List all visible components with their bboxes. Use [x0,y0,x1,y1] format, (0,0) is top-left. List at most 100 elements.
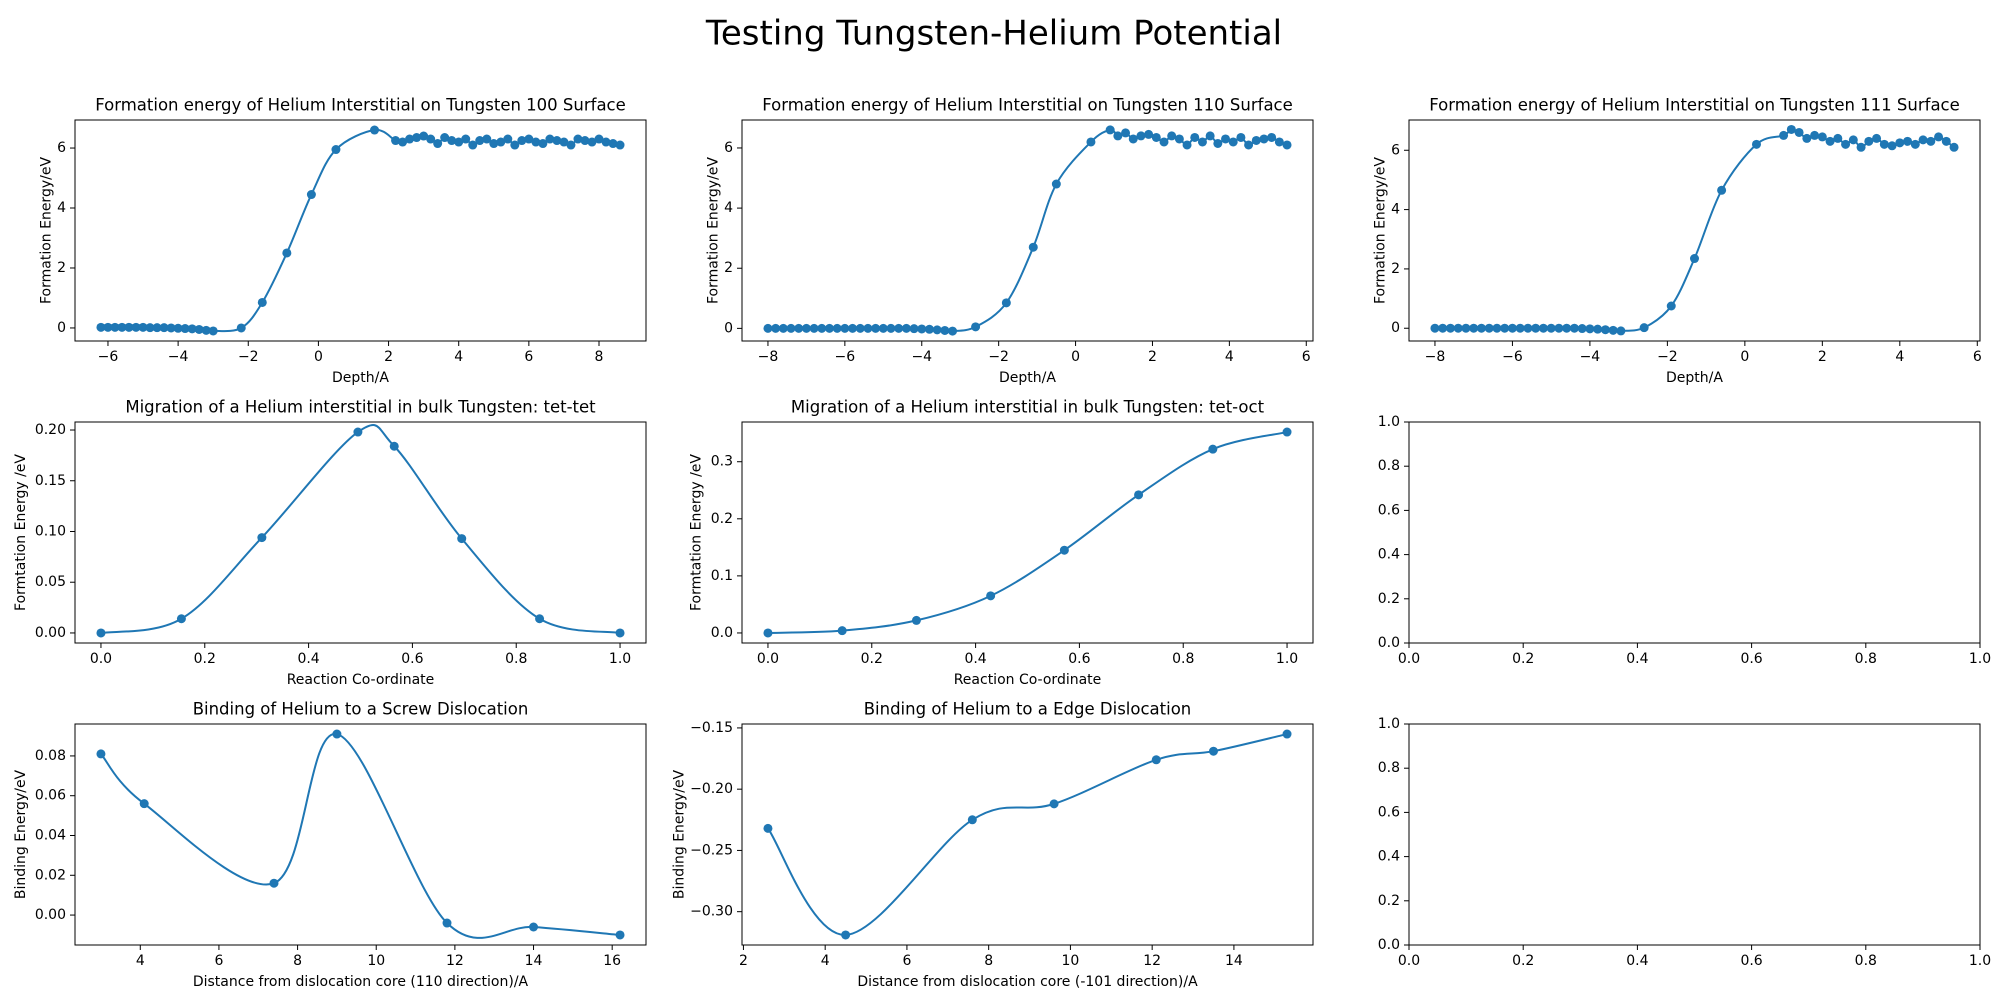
y-tick-label: 1.0 [1378,414,1400,430]
data-point [1274,137,1284,147]
data-point [475,136,485,146]
x-tick-label: 0.2 [1512,953,1534,969]
data-point [426,134,436,144]
data-point [103,322,113,332]
data-point [848,323,858,333]
data-point [531,137,541,147]
data-point [1086,137,1096,147]
data-point [405,134,415,144]
data-point [412,133,422,143]
data-point [1531,323,1541,333]
y-tick-label: 4 [1391,202,1400,218]
data-point [909,324,919,334]
data-point [1221,134,1231,144]
x-tick-label: 10 [1062,953,1080,969]
data-point [615,140,625,150]
y-axis-label: Binding Energy/eV [672,769,688,899]
data-point [1105,125,1115,135]
data-point [1569,323,1579,333]
data-point [332,729,342,739]
x-tick-label: −4 [911,349,932,365]
data-point [1151,755,1161,765]
data-point [1507,323,1517,333]
data-point [1197,137,1207,147]
axes-frame [741,723,1314,946]
x-axis-label: Reaction Co-ordinate [287,672,435,688]
data-point [1864,136,1874,146]
x-tick-label: 2 [1818,349,1827,365]
data-point [1941,136,1951,146]
data-point [489,139,499,149]
data-point [1484,323,1494,333]
x-tick-label: 0.6 [1740,953,1762,969]
data-point [1926,136,1936,146]
x-tick-label: 4 [454,349,463,365]
x-tick-label: 0.8 [505,651,527,667]
x-tick-label: 0.8 [1172,651,1194,667]
y-tick-label: 0.0 [1378,937,1400,953]
axes-title: Migration of a Helium interstitial in bu… [791,398,1265,417]
data-point [940,325,950,335]
data-point [832,323,842,333]
data-point [786,323,796,333]
data-point [1136,131,1146,141]
data-point [1690,254,1699,264]
data-point [419,131,429,141]
data-point [1282,140,1292,150]
axes-frame [1408,421,1981,644]
data-point [1879,139,1889,149]
data-point [1577,324,1587,334]
data-point [1608,325,1618,335]
data-point [763,823,773,833]
data-point [1213,138,1223,148]
data-point [442,918,452,928]
data-point [840,323,850,333]
data-point [1461,323,1471,333]
data-point [457,534,467,544]
y-axis-label: Formtation Energy /eV [689,454,705,611]
y-tick-label: 6 [57,140,66,156]
x-tick-label: 2 [1148,349,1157,365]
x-tick-label: 0.8 [1855,953,1877,969]
data-point [1523,323,1533,333]
data-point [145,323,155,333]
data-point [1113,131,1123,141]
y-tick-label: 0.2 [711,511,733,527]
data-point [894,323,904,333]
data-point [1282,729,1292,739]
x-tick-label: −2 [988,349,1009,365]
data-line [100,424,621,634]
data-point [608,139,618,149]
data-point [986,591,996,601]
data-point [331,145,341,155]
y-tick-label: 0.8 [1378,760,1400,776]
data-point [535,614,545,624]
x-tick-label: 0.4 [1626,953,1648,969]
data-point [911,615,921,625]
x-tick-label: −8 [758,349,779,365]
data-point [194,324,204,334]
data-point [1492,323,1502,333]
data-point [138,322,148,332]
data-point [1001,298,1011,308]
x-tick-label: 12 [446,953,464,969]
data-point [96,628,106,638]
data-point [1810,130,1820,140]
y-axis-label: Formtation Energy /eV [13,454,29,611]
y-tick-label: 6 [1391,142,1400,158]
data-point [391,136,401,146]
y-tick-label: 0 [57,320,66,336]
data-point [1151,132,1161,142]
y-axis-label: Formation Energy/eV [706,157,722,304]
data-point [1666,301,1676,311]
x-tick-label: 0.2 [1512,651,1534,667]
data-point [615,628,625,638]
data-point [176,614,186,624]
x-tick-label: 0.6 [1740,651,1762,667]
x-axis-label: Depth/A [332,370,389,386]
data-point [152,323,162,333]
x-tick-label: 10 [367,953,385,969]
x-tick-label: 8 [293,953,302,969]
data-point [538,139,548,149]
data-point [1205,131,1215,141]
